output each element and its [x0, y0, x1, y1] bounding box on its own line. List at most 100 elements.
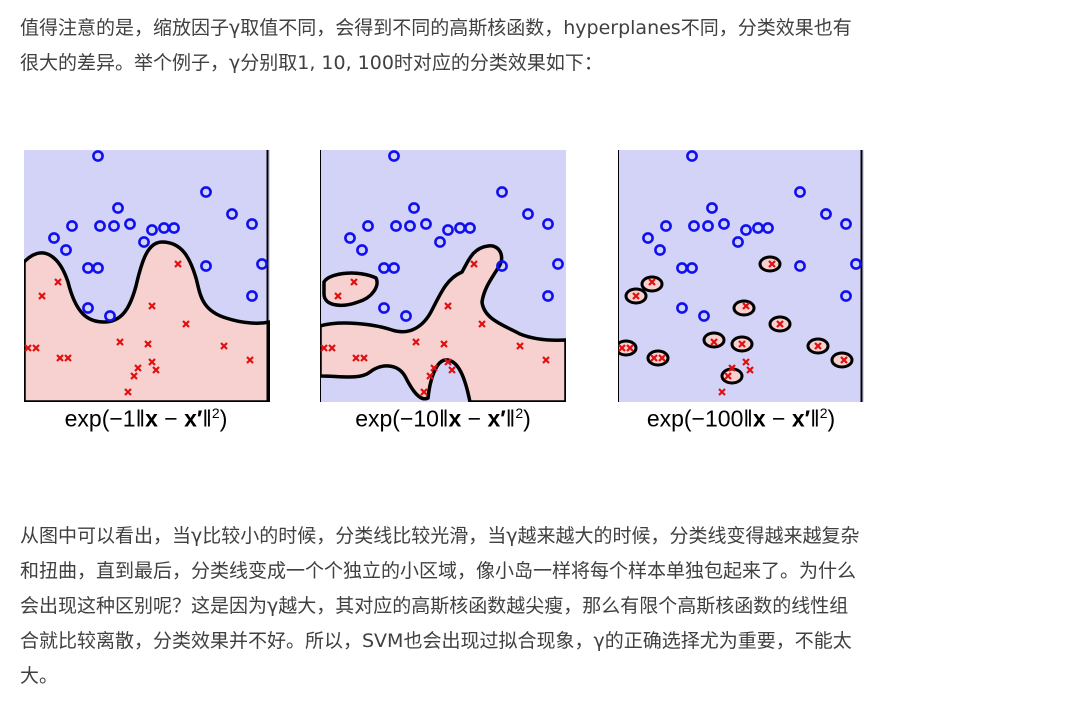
circle-marker	[94, 220, 106, 232]
cross-marker	[444, 358, 452, 366]
cross-marker	[516, 342, 524, 350]
circle-marker	[48, 232, 60, 244]
circle-marker	[740, 224, 752, 236]
cross-marker	[246, 356, 254, 364]
conclusion-line-2: 和扭曲，直到最后，分类线变成一个个独立的小区域，像小岛一样将每个样本单独包起来了…	[20, 560, 857, 582]
cross-marker	[444, 302, 452, 310]
cross-marker	[724, 372, 732, 380]
circle-marker	[686, 150, 698, 162]
caption-text: exp(−10‖	[355, 405, 449, 432]
cross-marker	[448, 366, 456, 374]
island-contour	[830, 351, 854, 369]
cross-marker	[742, 358, 750, 366]
positive-samples	[344, 150, 564, 322]
caption-exponent: 2	[515, 405, 524, 421]
cross-marker	[430, 364, 438, 372]
circle-marker	[542, 290, 554, 302]
cross-marker	[334, 292, 342, 300]
island-contour	[758, 255, 782, 273]
circle-marker	[442, 224, 454, 236]
plot-gamma-1	[24, 150, 270, 402]
circle-marker	[686, 262, 698, 274]
positive-samples	[642, 150, 862, 322]
circle-marker	[794, 260, 806, 272]
positive-samples	[48, 150, 268, 322]
cross-marker	[776, 320, 784, 328]
circle-marker	[226, 208, 238, 220]
circle-marker	[200, 260, 212, 272]
circle-marker	[732, 236, 744, 248]
circle-marker	[706, 202, 718, 214]
conclusion-paragraph: 从图中可以看出，当γ比较小的时候，分类线比较光滑，当γ越来越大的时候，分类线变得…	[20, 519, 1080, 694]
circle-marker	[92, 150, 104, 162]
caption-close: )	[219, 405, 228, 432]
circle-marker	[390, 220, 402, 232]
cross-marker	[148, 302, 156, 310]
circle-marker	[404, 220, 416, 232]
cross-marker	[412, 338, 420, 346]
circle-marker	[388, 262, 400, 274]
circle-marker	[702, 220, 714, 232]
conclusion-line-5: 大。	[20, 665, 59, 687]
circle-marker	[246, 290, 258, 302]
island-contour	[646, 349, 670, 367]
cross-marker	[182, 320, 190, 328]
circle-marker	[850, 258, 862, 270]
negative-islands	[618, 255, 854, 385]
circle-marker	[840, 290, 852, 302]
circle-marker	[108, 220, 120, 232]
circle-marker	[496, 260, 508, 272]
cross-marker	[148, 358, 156, 366]
cross-marker	[152, 366, 160, 374]
cross-marker	[360, 354, 368, 362]
conclusion-line-3: 会出现这种区别呢？这是因为γ越大，其对应的高斯核函数越尖瘦，那么有限个高斯核函数…	[20, 595, 849, 617]
circle-marker	[794, 186, 806, 198]
caption-x: x	[448, 405, 462, 432]
cross-marker	[54, 278, 62, 286]
cross-marker	[626, 344, 634, 352]
cross-marker	[64, 354, 72, 362]
circle-marker	[168, 222, 180, 234]
cross-marker	[134, 364, 142, 372]
circle-marker	[820, 208, 832, 220]
plot-gamma-100	[618, 150, 864, 402]
cross-marker	[426, 372, 434, 380]
circle-marker	[104, 310, 116, 322]
caption-exponent: 2	[819, 405, 828, 421]
cross-marker	[56, 354, 64, 362]
caption-minus: −	[461, 405, 488, 432]
circle-marker	[60, 244, 72, 256]
caption-x: x	[145, 405, 158, 432]
cross-marker	[542, 356, 550, 364]
island-contour	[640, 275, 664, 293]
cross-marker	[470, 260, 478, 268]
negative-samples	[24, 260, 254, 396]
intro-line-2: 很大的差异。举个例子，γ分别取1, 10, 100时对应的分类效果如下：	[20, 52, 603, 74]
figure-gamma-10	[320, 150, 566, 402]
cross-marker	[328, 344, 336, 352]
figure-gamma-1	[24, 150, 270, 402]
circle-marker	[642, 232, 654, 244]
cross-marker	[24, 344, 32, 352]
cross-marker	[618, 344, 626, 352]
circle-marker	[552, 258, 564, 270]
cross-marker	[742, 302, 750, 310]
circle-marker	[464, 222, 476, 234]
caption-norm: ‖	[810, 405, 820, 432]
island-contour	[618, 339, 638, 357]
circle-marker	[654, 244, 666, 256]
circle-marker	[660, 220, 672, 232]
circle-marker	[400, 310, 412, 322]
cross-marker	[648, 278, 656, 286]
circle-marker	[344, 232, 356, 244]
cross-marker	[814, 342, 822, 350]
circle-marker	[356, 244, 368, 256]
caption-minus: −	[157, 405, 185, 432]
circle-marker	[718, 218, 730, 230]
caption-x: x	[752, 405, 766, 432]
circle-marker	[434, 236, 446, 248]
cross-marker	[130, 372, 138, 380]
circle-marker	[840, 218, 852, 230]
circle-marker	[362, 220, 374, 232]
cross-marker	[38, 292, 46, 300]
